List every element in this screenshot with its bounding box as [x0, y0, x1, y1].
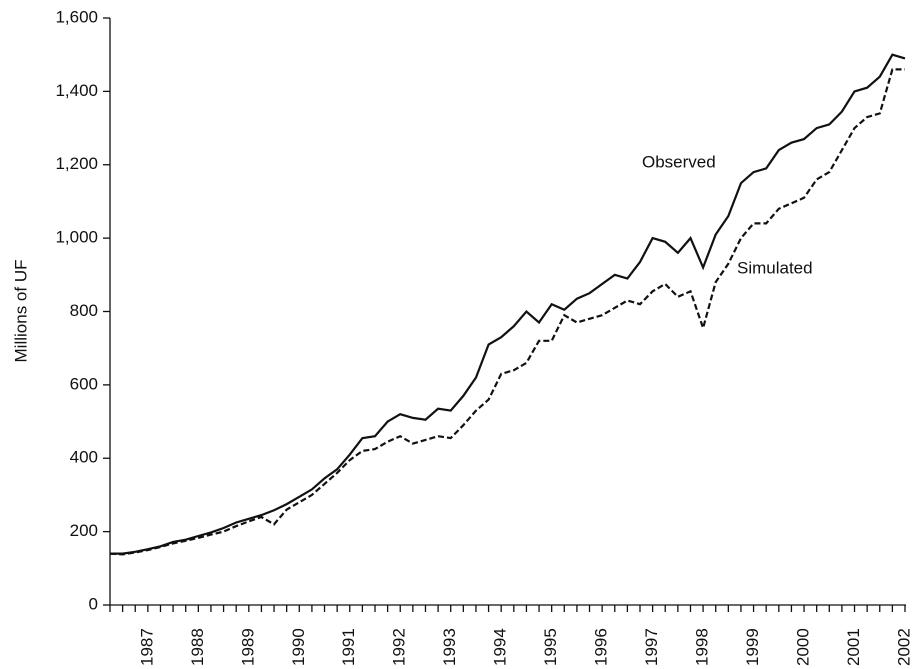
series-line: [109, 68, 905, 556]
x-tick-label: 1997: [642, 628, 661, 666]
x-tick-label: 1991: [339, 628, 358, 666]
y-tick-label: 1,000: [55, 228, 98, 247]
y-tick-label: 200: [70, 521, 98, 540]
x-tick-label: 1995: [541, 628, 560, 666]
x-tick-label: 1996: [592, 628, 611, 666]
y-tick-label: 600: [70, 374, 98, 393]
x-tick-label: 2001: [844, 628, 863, 666]
y-tick-label: 1,600: [55, 7, 98, 26]
series-label: Simulated: [737, 258, 813, 277]
series-label: Observed: [642, 152, 716, 171]
x-tick-label: 1998: [693, 628, 712, 666]
y-tick-label: 1,200: [55, 154, 98, 173]
y-tick-label: 800: [70, 301, 98, 320]
y-tick-label: 1,400: [55, 81, 98, 100]
x-tick-label: 2002: [894, 628, 913, 666]
y-axis-label: Millions of UF: [11, 260, 30, 363]
series-line: [110, 53, 906, 555]
x-tick-label: 1990: [289, 628, 308, 666]
x-tick-label: 1988: [188, 628, 207, 666]
x-tick-label: 1993: [440, 628, 459, 666]
x-tick-label: 1994: [491, 628, 510, 666]
x-tick-label: 1999: [743, 628, 762, 666]
x-tick-label: 1992: [390, 628, 409, 666]
y-tick-label: 0: [89, 594, 98, 613]
x-tick-label: 2000: [794, 628, 813, 666]
x-tick-label: 1989: [238, 628, 257, 666]
y-tick-label: 400: [70, 448, 98, 467]
x-tick-label: 1987: [137, 628, 156, 666]
